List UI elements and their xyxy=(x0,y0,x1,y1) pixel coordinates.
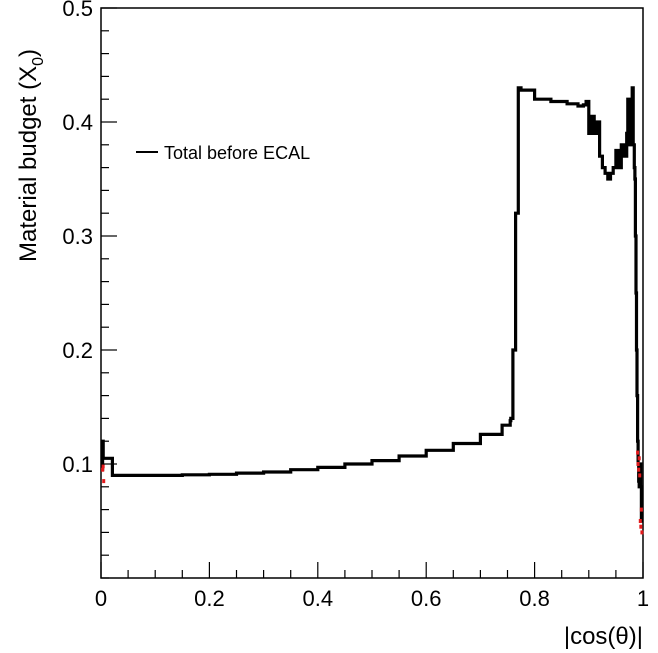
y-axis-label: Material budget (X0) xyxy=(15,49,47,262)
x-tick-label: 0 xyxy=(95,586,107,611)
series-point-red xyxy=(101,464,105,469)
series-point-red xyxy=(101,467,105,472)
x-tick-label: 0.2 xyxy=(194,586,225,611)
legend-label: Total before ECAL xyxy=(164,143,310,163)
series-point-red xyxy=(640,530,644,535)
series-point-red xyxy=(639,524,643,529)
series-point-red xyxy=(636,462,640,466)
series-point-red xyxy=(638,519,642,523)
series-layer xyxy=(101,86,644,535)
plot-frame xyxy=(100,7,644,579)
y-tick-label: 0.5 xyxy=(62,0,93,21)
x-tick-label: 1 xyxy=(637,586,649,611)
y-tick-label: 0.3 xyxy=(62,224,93,249)
series-line-total-before-ecal xyxy=(101,86,644,523)
x-axis: 0 0.2 0.4 0.6 0.8 1 xyxy=(95,562,649,611)
x-tick-label: 0.4 xyxy=(303,586,334,611)
series-point-red xyxy=(638,473,642,478)
x-tick-label: 0.6 xyxy=(411,586,442,611)
y-axis-label-close: ) xyxy=(15,49,42,57)
series-point-red xyxy=(636,450,640,455)
y-tick-label: 0.4 xyxy=(62,110,93,135)
series-point-red xyxy=(637,456,641,461)
plot-area: 0 0.2 0.4 0.6 0.8 1 0.1 0.2 0.3 0.4 0.5 xyxy=(62,0,649,611)
x-axis-label: |cos(θ)| xyxy=(564,623,643,650)
x-tick-label: 0.8 xyxy=(519,586,550,611)
series-point-red xyxy=(637,467,641,472)
y-tick-label: 0.2 xyxy=(62,338,93,363)
series-point-red xyxy=(639,507,643,512)
y-axis-label-main: Material budget (X xyxy=(15,66,42,262)
y-axis: 0.1 0.2 0.3 0.4 0.5 xyxy=(62,0,117,579)
series-point-red xyxy=(102,479,106,484)
y-tick-label: 0.1 xyxy=(62,452,93,477)
y-axis-label-subscript: 0 xyxy=(30,57,47,66)
legend: Total before ECAL xyxy=(136,143,310,163)
